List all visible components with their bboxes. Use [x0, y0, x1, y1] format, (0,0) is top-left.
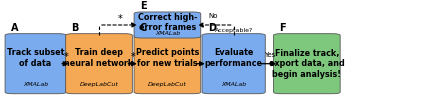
- Text: XMALab: XMALab: [221, 82, 246, 87]
- FancyBboxPatch shape: [134, 34, 201, 94]
- Text: Train deep
neural network: Train deep neural network: [64, 48, 134, 68]
- Text: Predict points
for new trials: Predict points for new trials: [136, 48, 199, 68]
- FancyBboxPatch shape: [134, 12, 201, 38]
- Text: *: *: [63, 52, 68, 62]
- Text: Acceptable?: Acceptable?: [214, 28, 253, 33]
- Text: XMALab: XMALab: [23, 82, 48, 87]
- Text: Yes: Yes: [264, 52, 275, 58]
- Text: A: A: [11, 23, 18, 33]
- Text: Finalize track,
export data, and
begin analysis!: Finalize track, export data, and begin a…: [269, 49, 345, 79]
- FancyBboxPatch shape: [202, 34, 265, 94]
- FancyBboxPatch shape: [66, 34, 132, 94]
- Text: B: B: [71, 23, 79, 33]
- Text: XMALab: XMALab: [155, 31, 180, 36]
- Text: Correct high-
error frames: Correct high- error frames: [138, 13, 197, 32]
- FancyBboxPatch shape: [5, 34, 66, 94]
- Text: No: No: [209, 13, 218, 19]
- Text: DeepLabCut: DeepLabCut: [148, 82, 187, 87]
- Text: *: *: [118, 14, 123, 24]
- Text: D: D: [208, 23, 216, 33]
- Text: *: *: [131, 52, 136, 62]
- Text: DeepLabCut: DeepLabCut: [80, 82, 118, 87]
- FancyBboxPatch shape: [274, 34, 340, 94]
- Text: E: E: [140, 1, 147, 11]
- Text: C: C: [140, 23, 147, 33]
- Text: F: F: [279, 23, 286, 33]
- Text: Evaluate
performance: Evaluate performance: [205, 48, 263, 68]
- Text: Track subset
of data: Track subset of data: [7, 48, 64, 68]
